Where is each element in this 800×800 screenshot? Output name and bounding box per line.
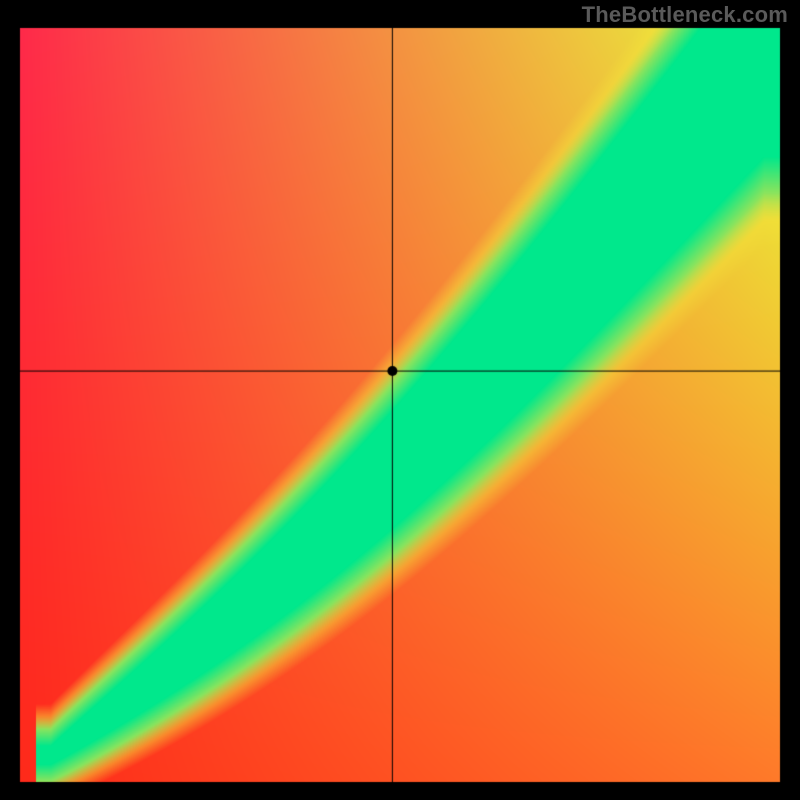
heatmap-canvas xyxy=(0,0,800,800)
chart-container: TheBottleneck.com xyxy=(0,0,800,800)
watermark-text: TheBottleneck.com xyxy=(582,2,788,28)
